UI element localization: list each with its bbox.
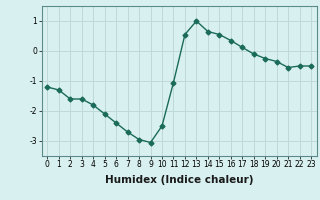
X-axis label: Humidex (Indice chaleur): Humidex (Indice chaleur)	[105, 175, 253, 185]
